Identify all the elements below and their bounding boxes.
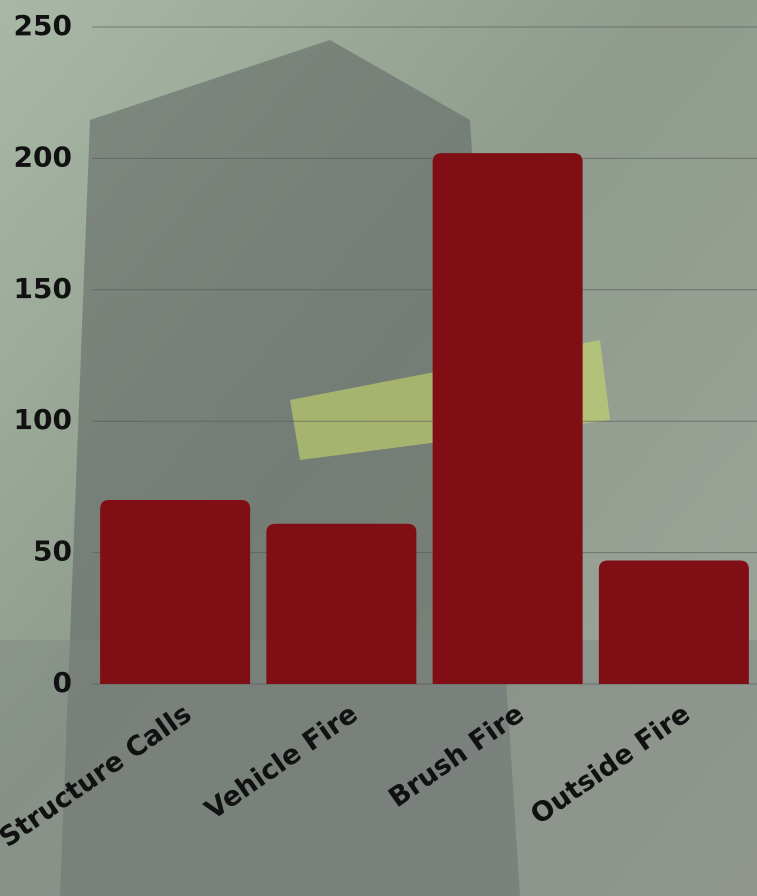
bar — [266, 523, 417, 684]
bar — [432, 153, 583, 685]
y-tick-label: 150 — [14, 272, 72, 305]
y-tick-label: 100 — [14, 403, 72, 436]
y-tick-label: 250 — [14, 9, 72, 42]
y-tick-label: 0 — [53, 666, 72, 699]
y-tick-label: 200 — [14, 140, 72, 173]
bar — [598, 560, 749, 684]
y-tick-label: 50 — [33, 535, 72, 568]
bar — [100, 500, 251, 684]
